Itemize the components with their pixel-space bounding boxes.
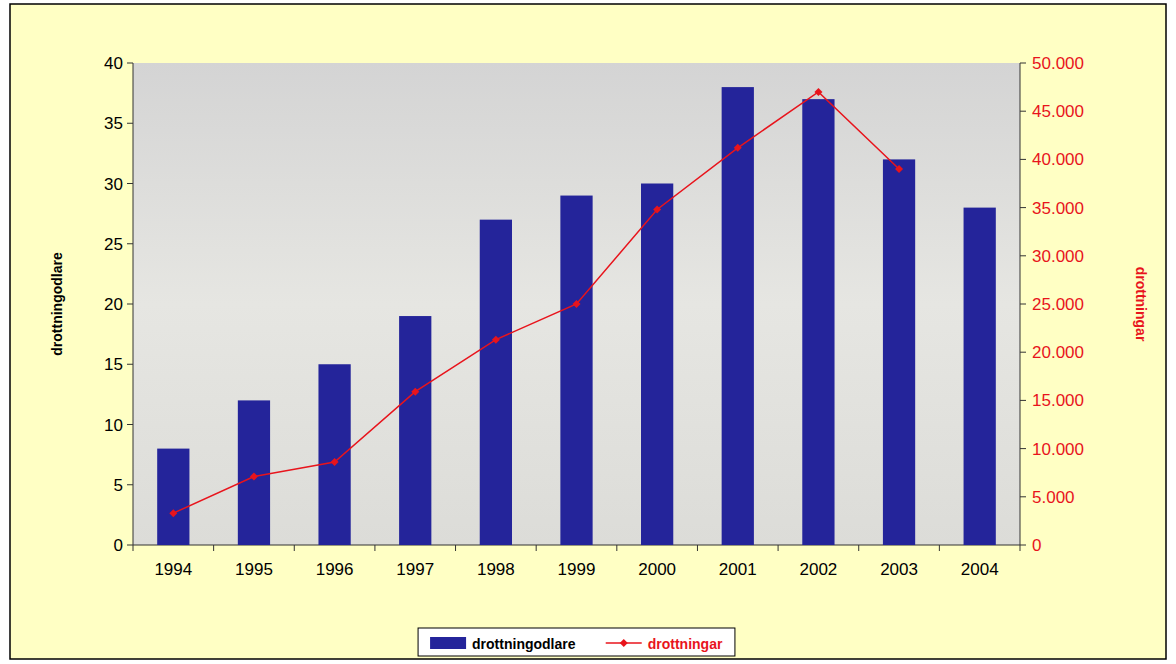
y2-tick-label: 35.000 — [1032, 199, 1084, 218]
x-tick — [374, 545, 375, 551]
y2-tick — [1020, 496, 1026, 497]
y2-tick-label: 5.000 — [1032, 488, 1075, 507]
line-marker — [734, 144, 742, 152]
legend: drottningodlare drottningar — [418, 628, 735, 656]
x-tick — [616, 545, 617, 551]
x-tick — [778, 545, 779, 551]
x-tick — [133, 545, 134, 551]
legend-label: drottningodlare — [472, 636, 576, 652]
x-tick-label: 2003 — [880, 560, 918, 579]
x-tick-label: 1998 — [477, 560, 515, 579]
x-tick-label: 1999 — [558, 560, 596, 579]
bar — [480, 220, 512, 545]
y-tick — [127, 545, 133, 546]
y-tick — [127, 183, 133, 184]
bar — [883, 159, 915, 545]
y-tick — [127, 63, 133, 64]
bar — [641, 184, 673, 546]
bar — [318, 364, 350, 545]
x-tick-label: 2004 — [961, 560, 999, 579]
line-marker — [653, 206, 661, 214]
y-tick-label: 0 — [114, 536, 123, 555]
y2-tick — [1020, 63, 1026, 64]
y-tick — [127, 364, 133, 365]
y-tick — [127, 304, 133, 305]
y-tick — [127, 424, 133, 425]
line-marker — [411, 388, 419, 396]
y2-tick-label: 25.000 — [1032, 295, 1084, 314]
x-tick — [1020, 545, 1021, 551]
x-tick-label: 1996 — [316, 560, 354, 579]
line — [173, 92, 899, 513]
x-tick — [455, 545, 456, 551]
background — [10, 4, 1166, 659]
x-tick-label: 2000 — [638, 560, 676, 579]
y2-tick-label: 40.000 — [1032, 150, 1084, 169]
x-tick — [939, 545, 940, 551]
legend-marker — [620, 639, 628, 647]
legend-swatch — [430, 637, 466, 649]
y2-tick — [1020, 207, 1026, 208]
x-tick-label: 1994 — [154, 560, 192, 579]
legend-item: drottningodlare — [430, 636, 576, 652]
y2-tick — [1020, 111, 1026, 112]
line-marker — [331, 458, 339, 466]
y-tick-label: 15 — [104, 355, 123, 374]
y2-tick — [1020, 255, 1026, 256]
x-tick-label: 2002 — [799, 560, 837, 579]
bar — [238, 400, 270, 545]
y-tick — [127, 484, 133, 485]
y2-tick-label: 50.000 — [1032, 54, 1084, 73]
x-tick — [697, 545, 698, 551]
y2-tick-label: 20.000 — [1032, 343, 1084, 362]
line-marker — [814, 88, 822, 96]
y2-axis-title: drottningar — [1133, 267, 1149, 342]
y-tick-label: 40 — [104, 54, 123, 73]
y-tick — [127, 243, 133, 244]
line-marker — [895, 165, 903, 173]
y2-tick-label: 10.000 — [1032, 440, 1084, 459]
y-tick-label: 5 — [114, 476, 123, 495]
bar — [157, 449, 189, 545]
y2-tick-label: 15.000 — [1032, 391, 1084, 410]
legend-box — [418, 628, 735, 656]
line-marker — [573, 300, 581, 308]
line-marker — [492, 336, 500, 344]
bar — [560, 196, 592, 545]
x-tick — [213, 545, 214, 551]
y-tick-label: 35 — [104, 114, 123, 133]
x-tick-label: 1995 — [235, 560, 273, 579]
bar — [964, 208, 996, 545]
legend-item: drottningar — [606, 636, 723, 652]
plot-marks — [157, 87, 996, 545]
y2-tick — [1020, 545, 1026, 546]
y2-tick — [1020, 159, 1026, 160]
y2-tick-label: 45.000 — [1032, 102, 1084, 121]
y2-tick-label: 0 — [1032, 536, 1041, 555]
y2-tick — [1020, 352, 1026, 353]
chart: 0 5 10 15 20 25 30 35 40 0 5.000 10.000 15.000 20.000… — [0, 0, 1176, 664]
line-marker — [250, 473, 258, 481]
y-tick-label: 25 — [104, 235, 123, 254]
x-tick — [858, 545, 859, 551]
legend-label: drottningar — [648, 636, 723, 652]
x-tick — [536, 545, 537, 551]
bar — [399, 316, 431, 545]
y2-tick-label: 30.000 — [1032, 247, 1084, 266]
y-tick-label: 10 — [104, 416, 123, 435]
plot-area — [133, 63, 1020, 545]
line-marker — [169, 509, 177, 517]
y2-tick — [1020, 400, 1026, 401]
y2-tick — [1020, 304, 1026, 305]
bar — [802, 99, 834, 545]
x-tick-label: 1997 — [396, 560, 434, 579]
x-tick-label: 2001 — [719, 560, 757, 579]
y-tick-label: 30 — [104, 175, 123, 194]
y-axis-title: drottningodlare — [49, 252, 65, 356]
y-tick — [127, 123, 133, 124]
x-tick — [294, 545, 295, 551]
y2-tick — [1020, 448, 1026, 449]
y-tick-label: 20 — [104, 295, 123, 314]
